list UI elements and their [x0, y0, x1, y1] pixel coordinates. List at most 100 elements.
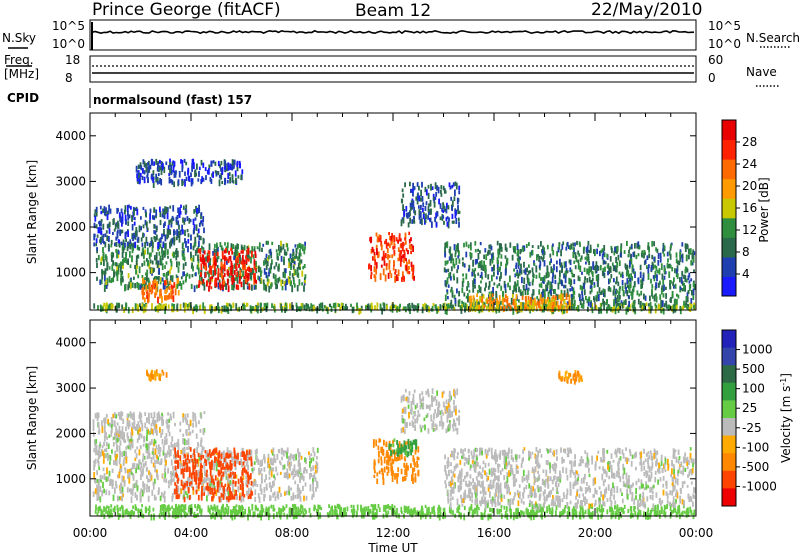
velocity-cell: [480, 512, 483, 519]
power-cell: [122, 247, 125, 254]
power-cell: [675, 252, 678, 258]
power-cell: [130, 242, 132, 247]
velocity-cell: [104, 453, 107, 459]
velocity-cell: [161, 504, 164, 508]
power-cell: [561, 307, 564, 315]
power-cell: [609, 278, 611, 283]
power-cell: [603, 245, 606, 251]
power-cell: [162, 241, 165, 245]
velocity-cell: [296, 487, 299, 493]
power-cell: [114, 223, 117, 230]
power-cell: [618, 298, 620, 303]
velocity-cell: [400, 506, 403, 513]
velocity-cell: [305, 495, 308, 501]
power-cell: [538, 283, 541, 288]
power-cell: [666, 262, 669, 269]
power-cell: [223, 262, 226, 269]
power-cell: [207, 271, 209, 275]
power-cell: [453, 307, 456, 311]
power-cell: [247, 258, 250, 262]
power-cell: [173, 229, 175, 236]
power-cell: [128, 204, 130, 209]
power-cell: [535, 274, 538, 279]
power-cell: [631, 276, 633, 281]
power-cell: [671, 267, 674, 272]
power-cell: [680, 254, 683, 259]
velocity-cell: [297, 460, 300, 467]
power-cell: [474, 274, 476, 279]
power-cell: [545, 284, 547, 292]
power-cell: [198, 204, 200, 210]
power-cell: [550, 258, 552, 263]
power-cell: [538, 272, 541, 279]
power-cell: [380, 264, 383, 268]
power-cell: [134, 283, 136, 289]
power-cell: [203, 227, 205, 234]
power-cell: [660, 299, 663, 306]
velocity-cell: [270, 485, 272, 493]
power-cell: [289, 262, 292, 267]
velocity-cell: [232, 456, 234, 461]
power-cell: [590, 266, 592, 273]
power-cell: [615, 276, 618, 283]
power-cell: [118, 241, 121, 248]
power-cell: [572, 293, 575, 299]
power-cell: [240, 174, 243, 181]
power-cell: [189, 302, 191, 308]
velocity-cell: [122, 461, 125, 467]
velocity-cell: [299, 477, 301, 484]
velocity-cell: [192, 489, 195, 495]
power-cell: [300, 306, 302, 310]
velocity-cell: [141, 469, 144, 474]
velocity-cell: [661, 507, 663, 514]
power-cell: [528, 281, 531, 287]
power-cell: [211, 264, 214, 269]
power-cell: [301, 245, 304, 250]
velocity-cell: [256, 484, 259, 487]
power-cell: [551, 276, 554, 284]
velocity-cell: [222, 503, 224, 510]
velocity-cell: [165, 459, 167, 466]
velocity-cell: [393, 510, 396, 515]
velocity-cell: [334, 508, 337, 516]
power-cell: [187, 169, 189, 176]
velocity-cell: [237, 485, 240, 493]
power-cell: [474, 278, 476, 285]
velocity-cell: [293, 464, 296, 472]
power-cell: [225, 256, 228, 261]
power-cell: [574, 265, 577, 270]
power-cell: [179, 280, 181, 285]
freq-right-tick-bottom: 0: [708, 71, 716, 85]
power-cell: [501, 306, 504, 310]
power-cell: [475, 304, 478, 311]
power-cell: [559, 303, 562, 309]
velocity-cell: [416, 511, 419, 517]
velocity-cell: [309, 512, 312, 518]
power-cell: [458, 185, 461, 191]
power-cell: [620, 300, 623, 304]
power-cell: [319, 306, 322, 311]
power-cell: [112, 277, 115, 283]
velocity-cell: [286, 468, 289, 475]
velocity-cell: [185, 491, 187, 495]
power-cell: [178, 236, 181, 243]
velocity-cell: [146, 448, 149, 455]
velocity-cell: [152, 483, 155, 490]
velocity-cell: [236, 509, 239, 514]
power-cell: [144, 284, 146, 290]
power-cell: [622, 303, 625, 309]
power-cell: [495, 293, 498, 301]
velocity-cell: [618, 513, 620, 520]
power-cell: [118, 263, 121, 268]
velocity-cell: [268, 463, 271, 469]
power-cell: [220, 167, 222, 172]
power-cell: [451, 292, 454, 298]
power-cell: [458, 210, 461, 214]
power-cell: [655, 247, 657, 252]
power-cell: [604, 261, 607, 265]
velocity-cell: [505, 506, 508, 513]
velocity-cell: [254, 489, 257, 495]
power-cell: [487, 251, 489, 256]
power-cell: [478, 288, 481, 293]
power-cell: [485, 254, 488, 261]
